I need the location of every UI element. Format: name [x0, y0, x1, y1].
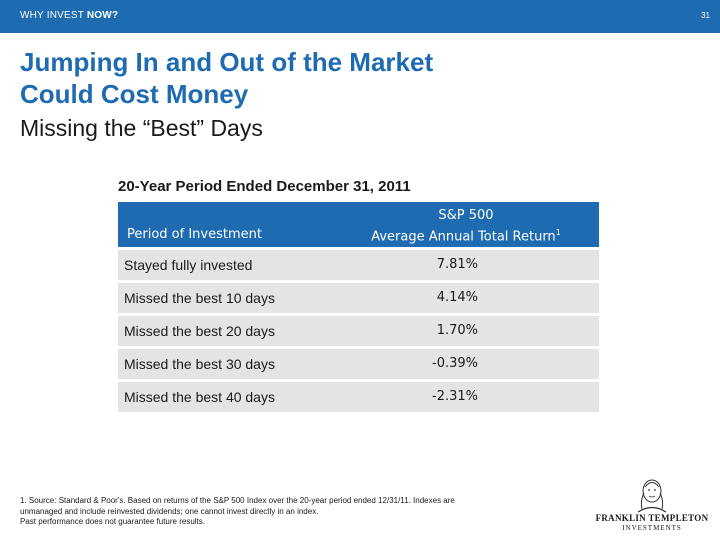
- row-label: Missed the best 40 days: [124, 389, 275, 405]
- column-header-period: Period of Investment: [127, 227, 262, 242]
- footnote-line: Past performance does not guarantee futu…: [20, 517, 205, 526]
- slide-title-line2: Could Cost Money: [20, 79, 249, 109]
- row-value: -2.31%: [432, 389, 478, 404]
- column-header-return-line2: Average Annual Total Return: [371, 229, 556, 245]
- row-value: -0.39%: [432, 356, 478, 371]
- footnote-marker: 1: [555, 228, 561, 237]
- franklin-templeton-logo: FRANKLIN TEMPLETON INVESTMENTS: [590, 475, 714, 533]
- table-row: Missed the best 30 days -0.39%: [118, 349, 599, 379]
- footnote-line: 1. Source: Standard & Poor's. Based on r…: [20, 496, 455, 505]
- footnote: 1. Source: Standard & Poor's. Based on r…: [20, 496, 580, 528]
- slide-title-line1: Jumping In and Out of the Market: [20, 47, 434, 77]
- header-bar: WHY INVEST NOW? 31: [0, 0, 720, 33]
- section-label-prefix: WHY INVEST: [20, 10, 87, 21]
- slide-title: Jumping In and Out of the Market Could C…: [20, 46, 433, 110]
- logo-wordmark: FRANKLIN TEMPLETON: [595, 513, 709, 523]
- row-value: 1.70%: [436, 323, 478, 338]
- section-label-emphasis: NOW?: [86, 10, 119, 21]
- row-label: Stayed fully invested: [124, 257, 253, 273]
- logo-subtext: INVESTMENTS: [622, 524, 682, 532]
- row-label: Missed the best 10 days: [124, 290, 275, 306]
- column-header-return: S&P 500 Average Annual Total Return1: [341, 207, 591, 245]
- table-row: Missed the best 20 days 1.70%: [118, 316, 599, 346]
- table-row: Missed the best 10 days 4.14%: [118, 283, 599, 313]
- franklin-portrait-icon: [637, 479, 667, 513]
- table-title: 20-Year Period Ended December 31, 2011: [118, 178, 411, 195]
- returns-table: Period of Investment S&P 500 Average Ann…: [118, 202, 599, 412]
- page-number: 31: [701, 11, 710, 20]
- section-label: WHY INVEST NOW?: [20, 10, 118, 21]
- footnote-line: unmanaged and include reinvested dividen…: [20, 506, 319, 516]
- column-header-return-line1: S&P 500: [438, 208, 494, 223]
- table-row: Missed the best 40 days -2.31%: [118, 382, 599, 412]
- row-value: 7.81%: [436, 257, 478, 272]
- table-header: Period of Investment S&P 500 Average Ann…: [118, 202, 599, 247]
- row-value: 4.14%: [436, 290, 478, 305]
- slide-subtitle: Missing the “Best” Days: [20, 115, 263, 141]
- row-label: Missed the best 30 days: [124, 356, 275, 372]
- row-label: Missed the best 20 days: [124, 323, 275, 339]
- table-row: Stayed fully invested 7.81%: [118, 250, 599, 280]
